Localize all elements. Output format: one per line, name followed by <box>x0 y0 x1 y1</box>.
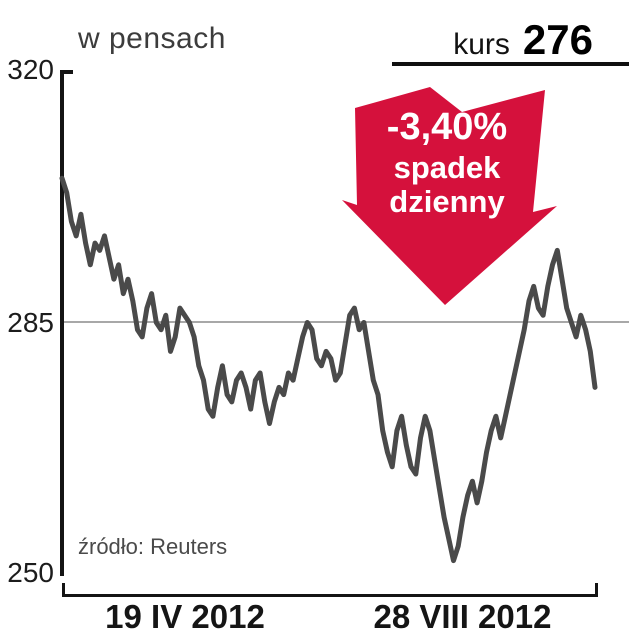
x-tick-label-end-date: 28 VIII 2012 <box>373 598 552 635</box>
x-axis-right-tick <box>595 583 598 597</box>
unit-label: w pensach <box>78 22 226 55</box>
decline-arrow <box>342 87 557 305</box>
y-tick-label-320: 320 <box>7 54 54 85</box>
price-header: kurs 276 <box>392 16 629 66</box>
y-tick-label-250: 250 <box>7 557 54 588</box>
annotation-caption-line1: spadek <box>393 150 501 185</box>
down-arrow-icon <box>342 87 557 305</box>
percent-change-label: -3,40% <box>386 106 508 148</box>
x-axis-line <box>62 594 598 597</box>
y-axis-top-tick <box>60 70 73 74</box>
price-label: kurs <box>453 28 510 61</box>
price-value: 276 <box>522 16 593 63</box>
y-tick-label-285: 285 <box>7 307 54 338</box>
price-line <box>59 175 598 564</box>
y-axis-line <box>60 70 64 576</box>
source-note: źródło: Reuters <box>78 534 228 559</box>
annotation-caption-line2: dzienny <box>389 184 505 219</box>
x-axis-left-tick <box>62 583 65 597</box>
x-tick-label-start-date: 19 IV 2012 <box>105 598 265 635</box>
